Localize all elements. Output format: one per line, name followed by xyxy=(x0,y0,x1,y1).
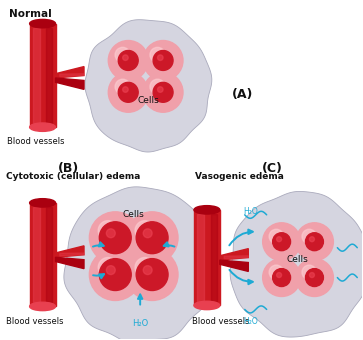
Circle shape xyxy=(99,259,131,290)
Polygon shape xyxy=(194,210,220,305)
Polygon shape xyxy=(46,28,52,123)
Polygon shape xyxy=(46,207,52,302)
Circle shape xyxy=(106,229,115,238)
Circle shape xyxy=(302,229,316,243)
Ellipse shape xyxy=(30,19,56,28)
Text: (A): (A) xyxy=(232,88,253,101)
Text: (C): (C) xyxy=(262,162,283,175)
Circle shape xyxy=(98,221,118,240)
Text: Blood vessels: Blood vessels xyxy=(7,137,64,146)
Polygon shape xyxy=(197,214,204,302)
Polygon shape xyxy=(33,207,40,302)
Circle shape xyxy=(89,212,141,264)
Ellipse shape xyxy=(30,199,56,207)
Text: Cells: Cells xyxy=(287,255,309,264)
Ellipse shape xyxy=(30,302,56,311)
Circle shape xyxy=(158,87,163,92)
Polygon shape xyxy=(60,74,84,76)
Polygon shape xyxy=(56,246,84,257)
Circle shape xyxy=(123,87,128,92)
Text: Cells: Cells xyxy=(122,210,144,219)
Text: Blood vessels: Blood vessels xyxy=(192,318,249,326)
Circle shape xyxy=(306,233,323,251)
Text: H₂O: H₂O xyxy=(244,207,258,216)
Ellipse shape xyxy=(30,123,56,131)
Text: Cytotoxic (cellular) edema: Cytotoxic (cellular) edema xyxy=(6,172,140,181)
Text: (B): (B) xyxy=(58,162,79,175)
Circle shape xyxy=(115,79,130,94)
Circle shape xyxy=(123,55,128,61)
Circle shape xyxy=(135,257,155,277)
Polygon shape xyxy=(30,203,56,306)
Circle shape xyxy=(295,223,333,261)
Circle shape xyxy=(309,237,314,242)
Polygon shape xyxy=(230,191,363,337)
Circle shape xyxy=(118,82,138,102)
Text: Blood vessels: Blood vessels xyxy=(6,318,63,326)
Circle shape xyxy=(295,259,333,296)
Text: Normal: Normal xyxy=(9,8,52,19)
Polygon shape xyxy=(60,253,84,256)
Circle shape xyxy=(143,229,152,238)
Circle shape xyxy=(263,259,301,296)
Circle shape xyxy=(118,51,138,70)
Polygon shape xyxy=(30,23,56,127)
Text: Cells: Cells xyxy=(137,96,159,105)
Polygon shape xyxy=(56,67,84,78)
Circle shape xyxy=(153,82,173,102)
Circle shape xyxy=(108,72,148,112)
Circle shape xyxy=(98,257,118,277)
Circle shape xyxy=(150,79,165,94)
Circle shape xyxy=(143,72,183,112)
Circle shape xyxy=(158,55,163,61)
Circle shape xyxy=(269,229,284,243)
Circle shape xyxy=(106,266,115,275)
Circle shape xyxy=(143,266,152,275)
Circle shape xyxy=(143,40,183,80)
Polygon shape xyxy=(211,214,217,302)
Circle shape xyxy=(136,259,168,290)
Circle shape xyxy=(136,222,168,254)
Text: H₂O: H₂O xyxy=(244,318,258,326)
Polygon shape xyxy=(85,20,212,152)
Circle shape xyxy=(302,265,316,279)
Circle shape xyxy=(309,273,314,277)
Circle shape xyxy=(269,265,284,279)
Circle shape xyxy=(99,222,131,254)
Circle shape xyxy=(153,51,173,70)
Circle shape xyxy=(108,40,148,80)
Circle shape xyxy=(273,269,290,287)
Circle shape xyxy=(115,47,130,63)
Text: H₂O: H₂O xyxy=(132,319,148,328)
Polygon shape xyxy=(220,249,248,260)
Circle shape xyxy=(263,223,301,261)
Circle shape xyxy=(306,269,323,287)
Polygon shape xyxy=(33,28,40,123)
Polygon shape xyxy=(56,78,84,89)
Polygon shape xyxy=(220,260,248,271)
Circle shape xyxy=(89,249,141,301)
Circle shape xyxy=(126,249,178,301)
Circle shape xyxy=(277,237,282,242)
Text: Vasogenic edema: Vasogenic edema xyxy=(195,172,284,181)
Circle shape xyxy=(126,212,178,264)
Circle shape xyxy=(277,273,282,277)
Polygon shape xyxy=(224,256,248,259)
Ellipse shape xyxy=(194,301,220,310)
Polygon shape xyxy=(56,257,84,269)
Ellipse shape xyxy=(194,206,220,214)
Circle shape xyxy=(150,47,165,63)
Circle shape xyxy=(273,233,290,251)
Circle shape xyxy=(135,221,155,240)
Polygon shape xyxy=(64,187,216,340)
